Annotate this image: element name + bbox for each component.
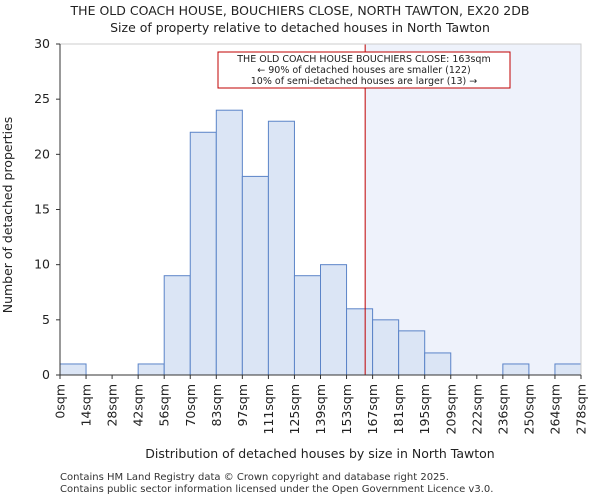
histogram-bar — [215, 109, 243, 376]
x-tick-label: 181sqm — [391, 384, 406, 434]
histogram-bar — [398, 330, 426, 376]
y-axis-label: Number of detached properties — [0, 117, 15, 314]
y-tick-label: 20 — [34, 146, 50, 161]
footer-line-1: Contains HM Land Registry data © Crown c… — [60, 472, 449, 483]
annotation-line-1: THE OLD COACH HOUSE BOUCHIERS CLOSE: 163… — [236, 54, 490, 65]
y-tick-label: 25 — [34, 91, 50, 106]
histogram-bar — [320, 264, 348, 376]
histogram-bar — [346, 308, 374, 376]
x-tick-label: 125sqm — [287, 384, 302, 434]
histogram-bar — [424, 352, 452, 376]
x-tick-label: 56sqm — [157, 384, 172, 427]
x-tick-label: 153sqm — [339, 384, 354, 434]
chart-title: THE OLD COACH HOUSE, BOUCHIERS CLOSE, NO… — [70, 3, 530, 18]
histogram-bar — [502, 363, 530, 376]
x-tick-label: 139sqm — [313, 384, 328, 434]
histogram-bar — [189, 131, 217, 376]
histogram-bar — [293, 275, 322, 376]
y-tick-label: 15 — [34, 202, 50, 217]
histogram-bar — [372, 319, 400, 376]
footer: Contains HM Land Registry data © Crown c… — [60, 472, 493, 496]
chart-title-block: THE OLD COACH HOUSE, BOUCHIERS CLOSE, NO… — [0, 2, 600, 36]
x-tick-label: 167sqm — [365, 384, 380, 434]
x-tick-label: 250sqm — [521, 384, 536, 434]
y-tick-label: 0 — [42, 367, 50, 382]
x-axis-label: Distribution of detached houses by size … — [145, 446, 494, 461]
histogram-chart: 0 5 10 15 20 25 30 0sqm 14sqm 28sqm 42sqm 56sqm 70s… — [0, 36, 589, 461]
x-tick-label: 264sqm — [547, 384, 562, 434]
annotation-box: THE OLD COACH HOUSE BOUCHIERS CLOSE: 163… — [217, 51, 511, 89]
chart-subtitle: Size of property relative to detached ho… — [110, 20, 490, 35]
x-tick-label: 42sqm — [131, 384, 146, 427]
x-tick-label: 222sqm — [469, 384, 484, 434]
x-tick-label: 209sqm — [443, 384, 458, 434]
highlight-region — [365, 44, 581, 375]
y-tick-label: 5 — [42, 312, 50, 327]
x-tick-label: 278sqm — [574, 384, 589, 434]
x-tick-label: 83sqm — [209, 384, 224, 427]
x-tick-label: 28sqm — [105, 384, 120, 427]
histogram-bar — [554, 363, 582, 376]
bars-group — [59, 109, 582, 376]
histogram-bar — [59, 363, 87, 376]
footer-line-2: Contains public sector information licen… — [60, 484, 494, 495]
y-tick-label: 10 — [34, 257, 50, 272]
x-tick-label: 0sqm — [53, 384, 68, 419]
annotation-line-2: ← 90% of detached houses are smaller (12… — [257, 65, 470, 76]
histogram-bar — [163, 275, 191, 376]
histogram-bar — [267, 120, 295, 376]
x-tick-label: 236sqm — [495, 384, 510, 434]
x-axis: 0sqm 14sqm 28sqm 42sqm 56sqm 70sqm 83sqm 97sqm 1… — [53, 374, 589, 434]
histogram-bar — [137, 363, 165, 376]
x-tick-label: 97sqm — [235, 384, 250, 427]
x-tick-label: 14sqm — [79, 384, 94, 427]
x-tick-label: 195sqm — [417, 384, 432, 434]
y-tick-label: 30 — [34, 36, 50, 51]
y-axis: 0 5 10 15 20 25 30 — [34, 36, 61, 382]
x-tick-label: 70sqm — [183, 384, 198, 427]
annotation-line-3: 10% of semi-detached houses are larger (… — [251, 76, 478, 87]
histogram-bar — [241, 175, 269, 376]
x-tick-label: 111sqm — [261, 384, 276, 434]
